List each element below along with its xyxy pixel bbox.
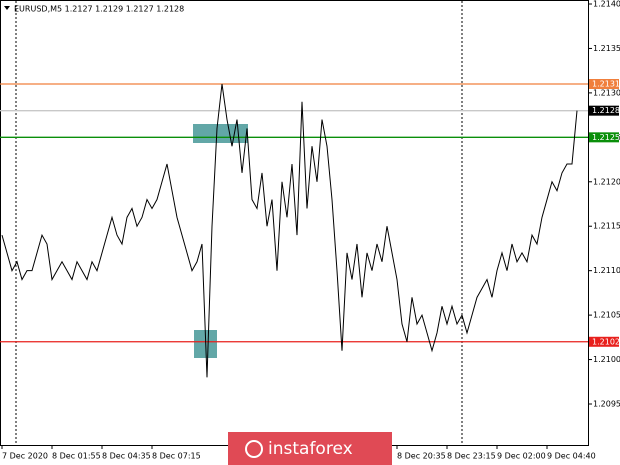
price-level-label: 1.2102 xyxy=(592,337,620,346)
y-tick-label: 1.2105 xyxy=(593,311,620,320)
watermark: instaforex xyxy=(268,439,353,459)
x-tick-label: 7 Dec 2020 xyxy=(2,452,48,461)
y-tick-label: 1.2140 xyxy=(593,0,620,9)
y-tick-label: 1.2130 xyxy=(593,88,620,97)
zone-box xyxy=(193,124,248,143)
y-tick-label: 1.2120 xyxy=(593,177,620,186)
y-tick-label: 1.2110 xyxy=(593,266,620,275)
x-tick-label: 8 Dec 01:55 xyxy=(52,452,101,461)
price-level-label: 1.2125 xyxy=(592,133,620,142)
x-tick-label: 8 Dec 07:15 xyxy=(152,452,201,461)
watermark-box xyxy=(228,432,392,465)
menu-triangle xyxy=(4,6,10,10)
price-line xyxy=(1,83,578,378)
x-tick-label: 8 Dec 04:35 xyxy=(102,452,151,461)
x-tick-label: 9 Dec 04:40 xyxy=(547,452,596,461)
price-level-label: 1.2128 xyxy=(592,106,620,115)
price-level-tag xyxy=(589,132,619,143)
y-tick-label: 1.2115 xyxy=(593,222,620,231)
price-level-label: 1.2131 xyxy=(592,80,620,89)
chart-title: EURUSD,M5 1.2127 1.2129 1.2127 1.2128 xyxy=(14,5,184,14)
x-tick-label: 9 Dec 02:00 xyxy=(497,452,546,461)
watermark-icon xyxy=(245,440,263,458)
price-level-tag xyxy=(589,79,619,89)
x-tick-label: 8 Dec 20:35 xyxy=(397,452,446,461)
y-tick-label: 1.2095 xyxy=(593,400,620,409)
price-level-tag xyxy=(589,105,619,116)
y-tick-label: 1.2100 xyxy=(593,355,620,364)
y-tick-label: 1.2135 xyxy=(593,44,620,53)
price-level-tag xyxy=(589,336,619,347)
x-tick-label: 8 Dec 23:15 xyxy=(447,452,496,461)
